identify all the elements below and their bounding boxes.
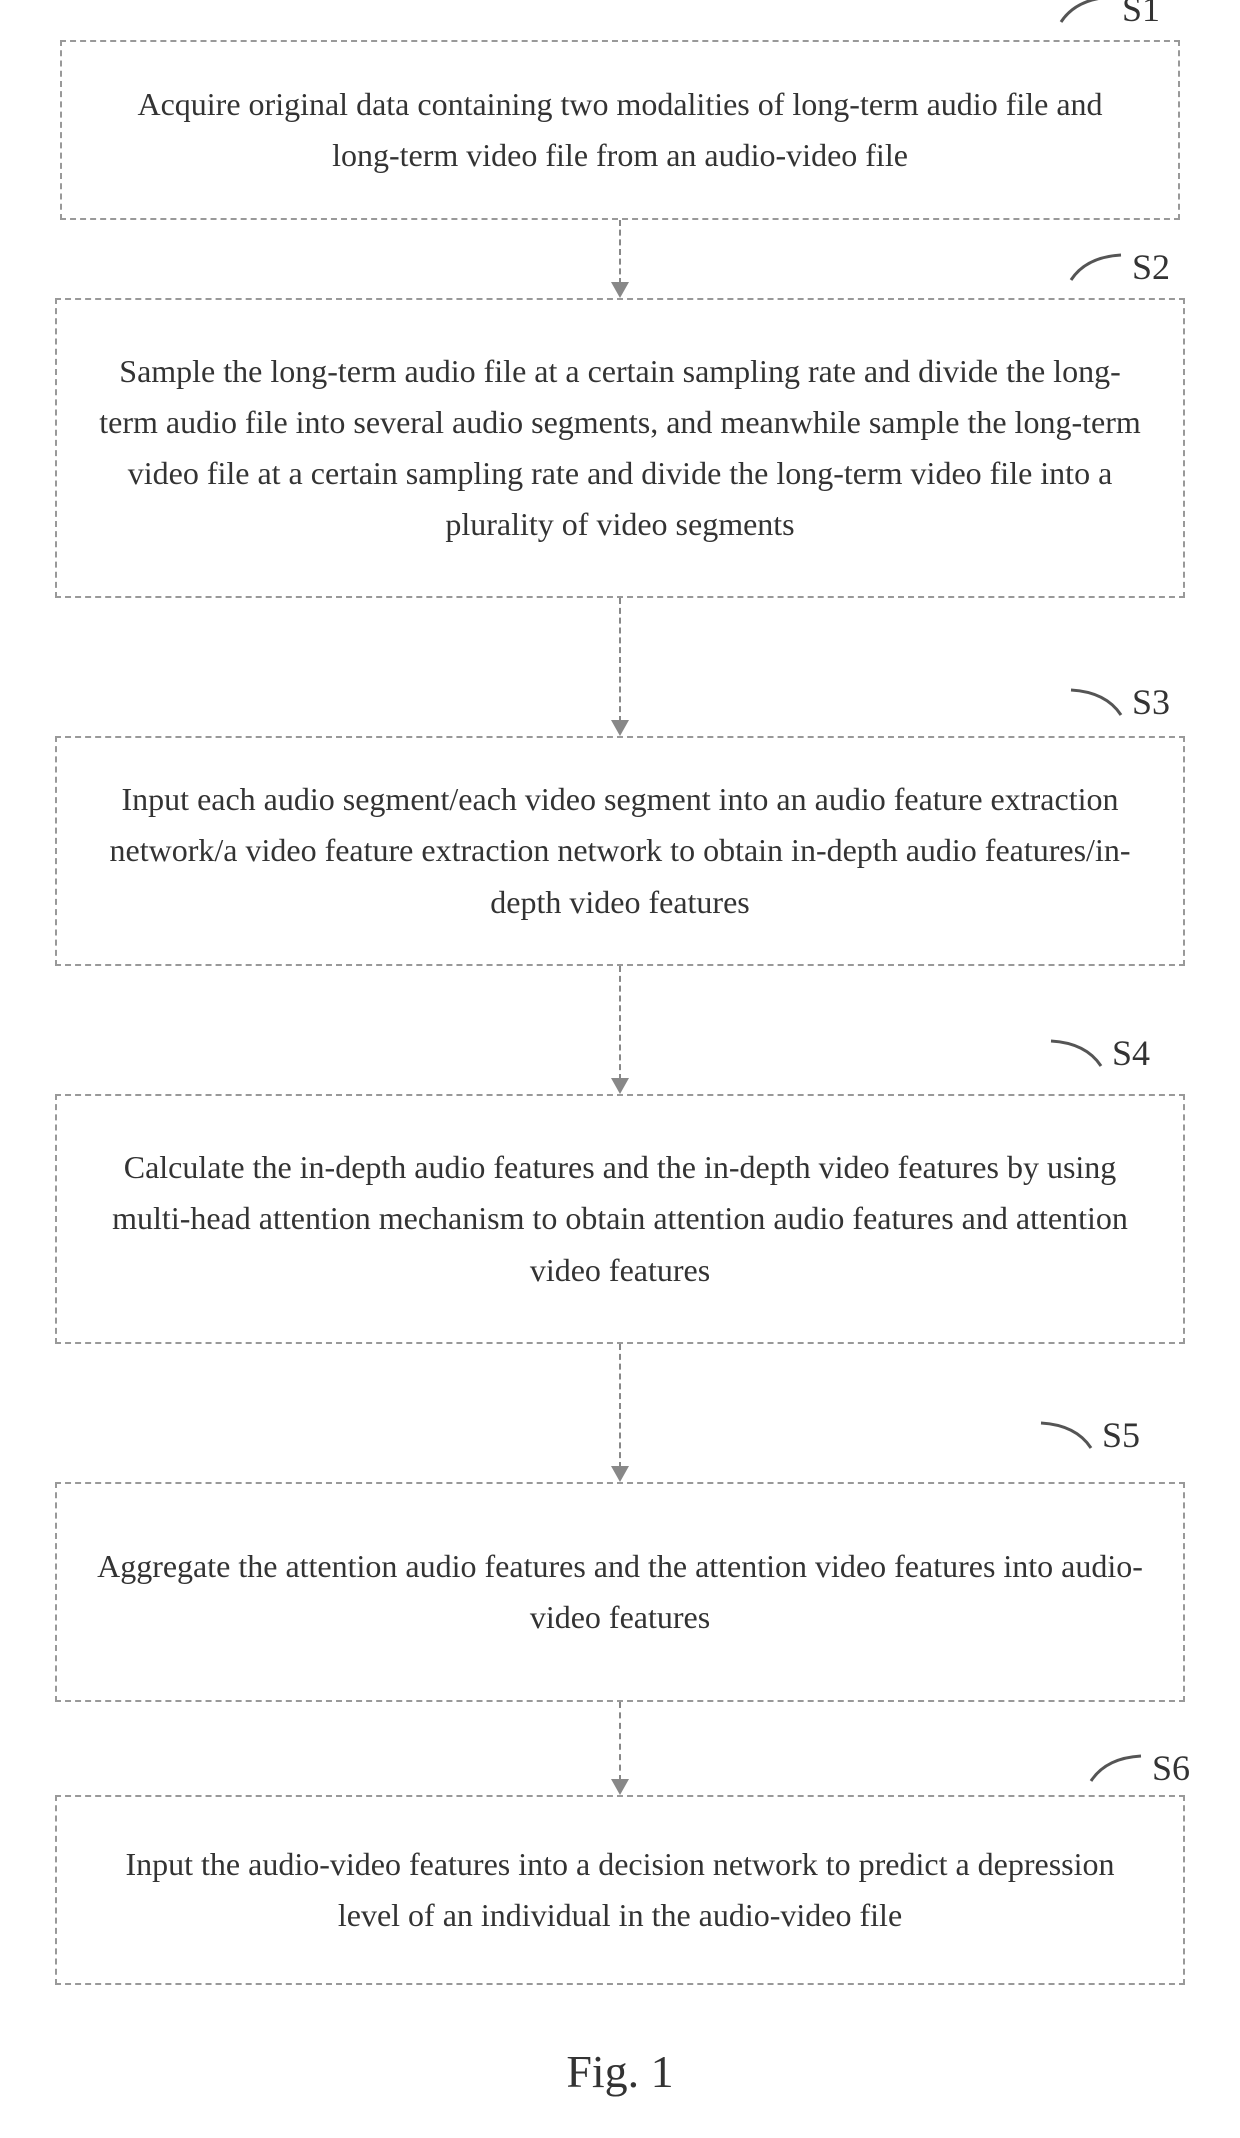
- step-label-wrap: S6: [1086, 1747, 1190, 1789]
- flow-arrow: [611, 598, 629, 736]
- arrow-head-icon: [611, 720, 629, 736]
- flow-box: Input each audio segment/each video segm…: [55, 736, 1185, 966]
- step-label-wrap: S4: [1046, 1032, 1150, 1074]
- step-label: S3: [1132, 681, 1170, 723]
- flow-arrow: [611, 966, 629, 1094]
- arrow-head-icon: [611, 1078, 629, 1094]
- flow-step: Acquire original data containing two mod…: [30, 40, 1210, 220]
- flow-box: Sample the long-term audio file at a cer…: [55, 298, 1185, 598]
- flowchart-container: Acquire original data containing two mod…: [30, 40, 1210, 1985]
- step-label-wrap: S1: [1056, 0, 1160, 30]
- step-label: S5: [1102, 1414, 1140, 1456]
- connector-curve-icon: [1036, 1420, 1096, 1450]
- arrow-head-icon: [611, 282, 629, 298]
- step-label-wrap: S2: [1066, 246, 1170, 288]
- flow-arrow: [611, 220, 629, 298]
- flow-step: Input the audio-video features into a de…: [30, 1795, 1210, 1985]
- flow-box: Calculate the in-depth audio features an…: [55, 1094, 1185, 1344]
- flow-step: Calculate the in-depth audio features an…: [30, 1094, 1210, 1344]
- flow-arrow: [611, 1702, 629, 1795]
- connector-curve-icon: [1066, 252, 1126, 282]
- flow-box: Input the audio-video features into a de…: [55, 1795, 1185, 1985]
- arrow-line: [619, 598, 621, 722]
- flow-arrow: [611, 1344, 629, 1482]
- arrow-line: [619, 1344, 621, 1468]
- flow-step: Input each audio segment/each video segm…: [30, 736, 1210, 966]
- flow-step: Aggregate the attention audio features a…: [30, 1482, 1210, 1702]
- connector-curve-icon: [1056, 0, 1116, 24]
- arrow-line: [619, 966, 621, 1080]
- connector-curve-icon: [1086, 1753, 1146, 1783]
- step-label: S6: [1152, 1747, 1190, 1789]
- step-label: S4: [1112, 1032, 1150, 1074]
- flow-box: Acquire original data containing two mod…: [60, 40, 1180, 220]
- connector-curve-icon: [1046, 1038, 1106, 1068]
- arrow-line: [619, 220, 621, 284]
- step-label: S1: [1122, 0, 1160, 30]
- figure-caption: Fig. 1: [30, 2045, 1210, 2098]
- connector-curve-icon: [1066, 687, 1126, 717]
- arrow-head-icon: [611, 1466, 629, 1482]
- arrow-head-icon: [611, 1779, 629, 1795]
- step-label: S2: [1132, 246, 1170, 288]
- arrow-line: [619, 1702, 621, 1781]
- flow-box: Aggregate the attention audio features a…: [55, 1482, 1185, 1702]
- step-label-wrap: S5: [1036, 1414, 1140, 1456]
- flow-step: Sample the long-term audio file at a cer…: [30, 298, 1210, 598]
- step-label-wrap: S3: [1066, 681, 1170, 723]
